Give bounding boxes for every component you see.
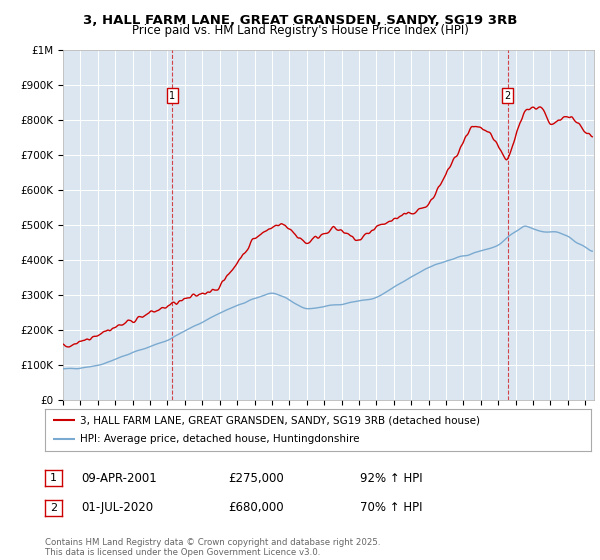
Text: 2: 2 [50,503,57,513]
Text: Contains HM Land Registry data © Crown copyright and database right 2025.
This d: Contains HM Land Registry data © Crown c… [45,538,380,557]
Text: 92% ↑ HPI: 92% ↑ HPI [360,472,422,485]
Text: 09-APR-2001: 09-APR-2001 [81,472,157,485]
Text: 3, HALL FARM LANE, GREAT GRANSDEN, SANDY, SG19 3RB (detached house): 3, HALL FARM LANE, GREAT GRANSDEN, SANDY… [80,415,481,425]
Text: 3, HALL FARM LANE, GREAT GRANSDEN, SANDY, SG19 3RB: 3, HALL FARM LANE, GREAT GRANSDEN, SANDY… [83,14,517,27]
Text: 1: 1 [50,473,57,483]
Text: 2: 2 [505,91,511,101]
Text: £680,000: £680,000 [228,501,284,515]
Text: 01-JUL-2020: 01-JUL-2020 [81,501,153,515]
Text: £275,000: £275,000 [228,472,284,485]
Text: 70% ↑ HPI: 70% ↑ HPI [360,501,422,515]
Text: Price paid vs. HM Land Registry's House Price Index (HPI): Price paid vs. HM Land Registry's House … [131,24,469,37]
Text: HPI: Average price, detached house, Huntingdonshire: HPI: Average price, detached house, Hunt… [80,435,360,445]
Text: 1: 1 [169,91,175,101]
